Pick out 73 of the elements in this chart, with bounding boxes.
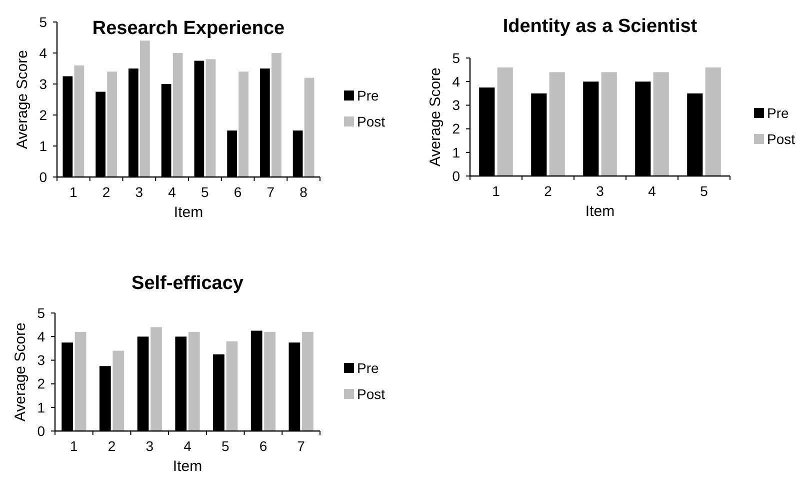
y-tick-label: 5 [452,50,460,66]
x-tick-label: 2 [108,438,116,454]
bar [206,59,216,177]
y-tick-label: 0 [37,422,46,439]
x-tick-label: 4 [184,438,192,454]
x-tick-label: 3 [596,183,604,199]
bar [653,72,669,176]
legend-label: Pre [357,87,379,104]
x-axis-title: Item [585,203,615,220]
bar [226,341,238,431]
legend-label: Pre [767,104,789,121]
x-tick-label: 6 [259,438,268,454]
y-tick-label: 3 [452,97,460,114]
y-axis-title: Average Score [427,68,444,166]
x-tick-label: 1 [70,184,78,200]
x-tick-label: 2 [544,183,552,199]
bar [74,65,84,177]
y-tick-label: 4 [39,44,48,61]
y-tick-label: 1 [39,138,48,154]
y-tick-label: 2 [37,376,46,392]
bar [304,78,314,177]
x-tick-label: 5 [700,183,708,199]
bar [150,327,162,431]
y-tick-label: 0 [39,168,48,185]
bar [112,350,124,431]
y-tick-label: 4 [452,74,460,90]
x-tick-label: 5 [201,184,210,200]
bar [107,72,117,177]
x-tick-label: 4 [168,184,176,200]
y-tick-label: 0 [452,168,460,184]
x-tick-label: 5 [221,438,230,454]
x-tick-label: 7 [297,438,306,454]
x-tick-label: 3 [135,184,144,200]
chart-title: Self-efficacy [132,273,244,294]
x-tick-label: 1 [70,438,78,454]
legend-label: Post [357,113,386,130]
y-tick-label: 1 [37,399,46,416]
y-axis-title: Average Score [14,50,31,149]
bar [705,67,721,176]
x-tick-label: 1 [492,183,500,199]
x-tick-label: 3 [146,438,154,454]
x-tick-label: 4 [648,183,656,199]
y-tick-label: 2 [452,120,460,137]
y-tick-label: 3 [39,76,48,92]
y-tick-label: 5 [37,304,46,321]
legend-label: Post [767,130,796,147]
chart-title: Research Experience [92,18,285,39]
bar [497,67,513,176]
bar [549,72,565,176]
bar [264,332,276,431]
y-tick-label: 1 [452,144,460,160]
bar [601,72,617,176]
legend-label: Pre [357,360,379,376]
bar [238,72,248,177]
y-tick-label: 4 [37,328,46,344]
bar [74,332,86,431]
legend-label: Post [357,386,386,402]
x-tick-label: 2 [102,184,110,200]
x-tick-label: 8 [300,184,308,200]
x-axis-title: Item [174,204,204,221]
bar [172,53,183,177]
y-tick-label: 3 [37,352,46,368]
bar [302,332,314,431]
y-axis-title: Average Score [12,322,29,422]
bar [188,332,200,431]
y-tick-label: 5 [39,14,48,30]
bar [272,53,282,177]
x-tick-label: 7 [266,184,275,200]
bar [140,40,150,177]
x-tick-label: 6 [234,184,242,200]
x-axis-title: Item [172,458,202,475]
chart-title: Identity as a Scientist [502,16,698,37]
y-tick-label: 2 [39,106,48,123]
